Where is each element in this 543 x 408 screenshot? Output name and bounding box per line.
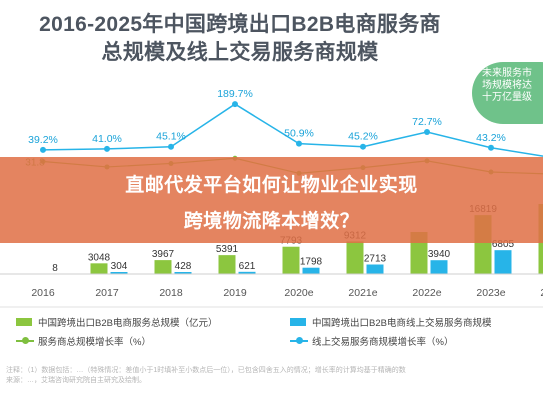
chart-title-line2: 总规模及线上交易服务商规模 <box>101 41 379 64</box>
point-online-growth-2016 <box>40 146 46 153</box>
bar-total-2017 <box>90 263 108 274</box>
bar-online-2020e <box>302 267 320 274</box>
legend-label-online-growth: 线上交易服务商规模增长率（%） <box>312 337 454 348</box>
forecast-badge-line1: 未来服务市 <box>482 68 532 79</box>
forecast-badge-line2: 场规模将达 <box>482 80 532 91</box>
legend-marker-online-growth-dot <box>296 337 303 344</box>
x-tick-2016: 2016 <box>31 287 55 299</box>
bar-online-label-2017: 304 <box>111 261 128 272</box>
bar-online-2018 <box>174 272 192 274</box>
label-online-growth-2017: 41.0% <box>92 133 122 145</box>
forecast-badge: 未来服务市 场规模将达 十万亿量级 <box>472 62 543 124</box>
label-online-growth-2021e: 45.2% <box>348 131 378 143</box>
bar-total-2019 <box>218 255 236 274</box>
bar-total-2020e <box>282 246 300 274</box>
bar-total-label-2018: 3967 <box>152 249 175 260</box>
bar-online-label-2023e: 6805 <box>492 239 515 250</box>
bar-online-2019 <box>238 271 256 274</box>
x-tick-2022e: 2022e <box>412 287 441 299</box>
x-tick-2020e: 2020e <box>284 287 313 299</box>
label-online-growth-2018: 45.1% <box>156 131 186 143</box>
bar-online-label-2020e: 1798 <box>300 257 323 268</box>
bar-total-label-2017: 3048 <box>88 252 111 263</box>
x-tick-2021e: 2021e <box>348 287 377 299</box>
point-online-growth-2022e <box>424 129 430 135</box>
bar-online-2022e <box>430 260 448 274</box>
point-online-growth-2019 <box>232 101 238 108</box>
point-online-growth-2020e <box>296 140 302 147</box>
banner-headline-line2: 跨境物流降本增效？ <box>183 211 360 232</box>
bar-total-2021e <box>346 241 364 274</box>
bar-online-label-2022e: 3940 <box>428 249 451 260</box>
label-online-growth-2020e: 50.9% <box>284 128 314 140</box>
chart-footnote: 注释：（1）数据包括：…（特殊情况：差值小于1时填补至小数点后一位），已包含四舍… <box>6 366 536 386</box>
footnote-line1: 注释：（1）数据包括：…（特殊情况：差值小于1时填补至小数点后一位），已包含四舍… <box>6 367 406 374</box>
legend-label-total-growth: 服务商总规模增长率（%） <box>38 337 151 348</box>
article-banner <box>0 157 543 243</box>
legend-label-online-scale: 中国跨境出口B2B电商线上交易服务商规模 <box>312 318 492 329</box>
bar-online-label-2021e: 2713 <box>364 254 387 265</box>
x-tick-2023e: 2023e <box>476 287 505 299</box>
x-tick-2019: 2019 <box>223 287 247 299</box>
point-online-growth-2023e <box>488 144 494 151</box>
bar-online-label-2018: 428 <box>175 261 192 272</box>
bar-online-label-2019: 621 <box>239 261 256 272</box>
label-online-growth-2016: 39.2% <box>28 134 58 146</box>
bar-online-2017 <box>110 272 128 274</box>
forecast-badge-line3: 十万亿量级 <box>482 92 532 103</box>
x-tick-2024e: 2024e <box>540 287 543 299</box>
point-online-growth-2021e <box>360 143 366 150</box>
bar-online-label-2016: 8 <box>52 263 58 274</box>
label-online-growth-2019: 189.7% <box>217 88 253 100</box>
banner-headline-line1: 直邮代发平台如何让物业企业实现 <box>125 175 418 196</box>
bar-total-label-2019: 5391 <box>216 244 239 255</box>
label-online-growth-2023e: 43.2% <box>476 132 506 144</box>
label-online-growth-2022e: 72.7% <box>412 116 442 128</box>
footnote-line2: 来源：…，艾瑞咨询研究院自主研究及绘制。 <box>6 377 146 384</box>
legend-marker-total-growth-dot <box>22 337 29 344</box>
legend-label-total-scale: 中国跨境出口B2B电商服务总规模（亿元） <box>38 318 218 329</box>
bar-total-2018 <box>154 260 172 274</box>
bar-online-2023e <box>494 250 512 274</box>
bar-online-2021e <box>366 264 384 274</box>
x-tick-2018: 2018 <box>159 287 183 299</box>
x-tick-2017: 2017 <box>95 287 119 299</box>
point-online-growth-2018 <box>168 143 174 150</box>
point-online-growth-2017 <box>104 145 110 152</box>
chart-title-line1: 2016-2025年中国跨境出口B2B电商服务商 <box>39 13 441 36</box>
legend-swatch-total-scale <box>16 318 32 326</box>
legend-swatch-online-scale <box>290 318 306 326</box>
